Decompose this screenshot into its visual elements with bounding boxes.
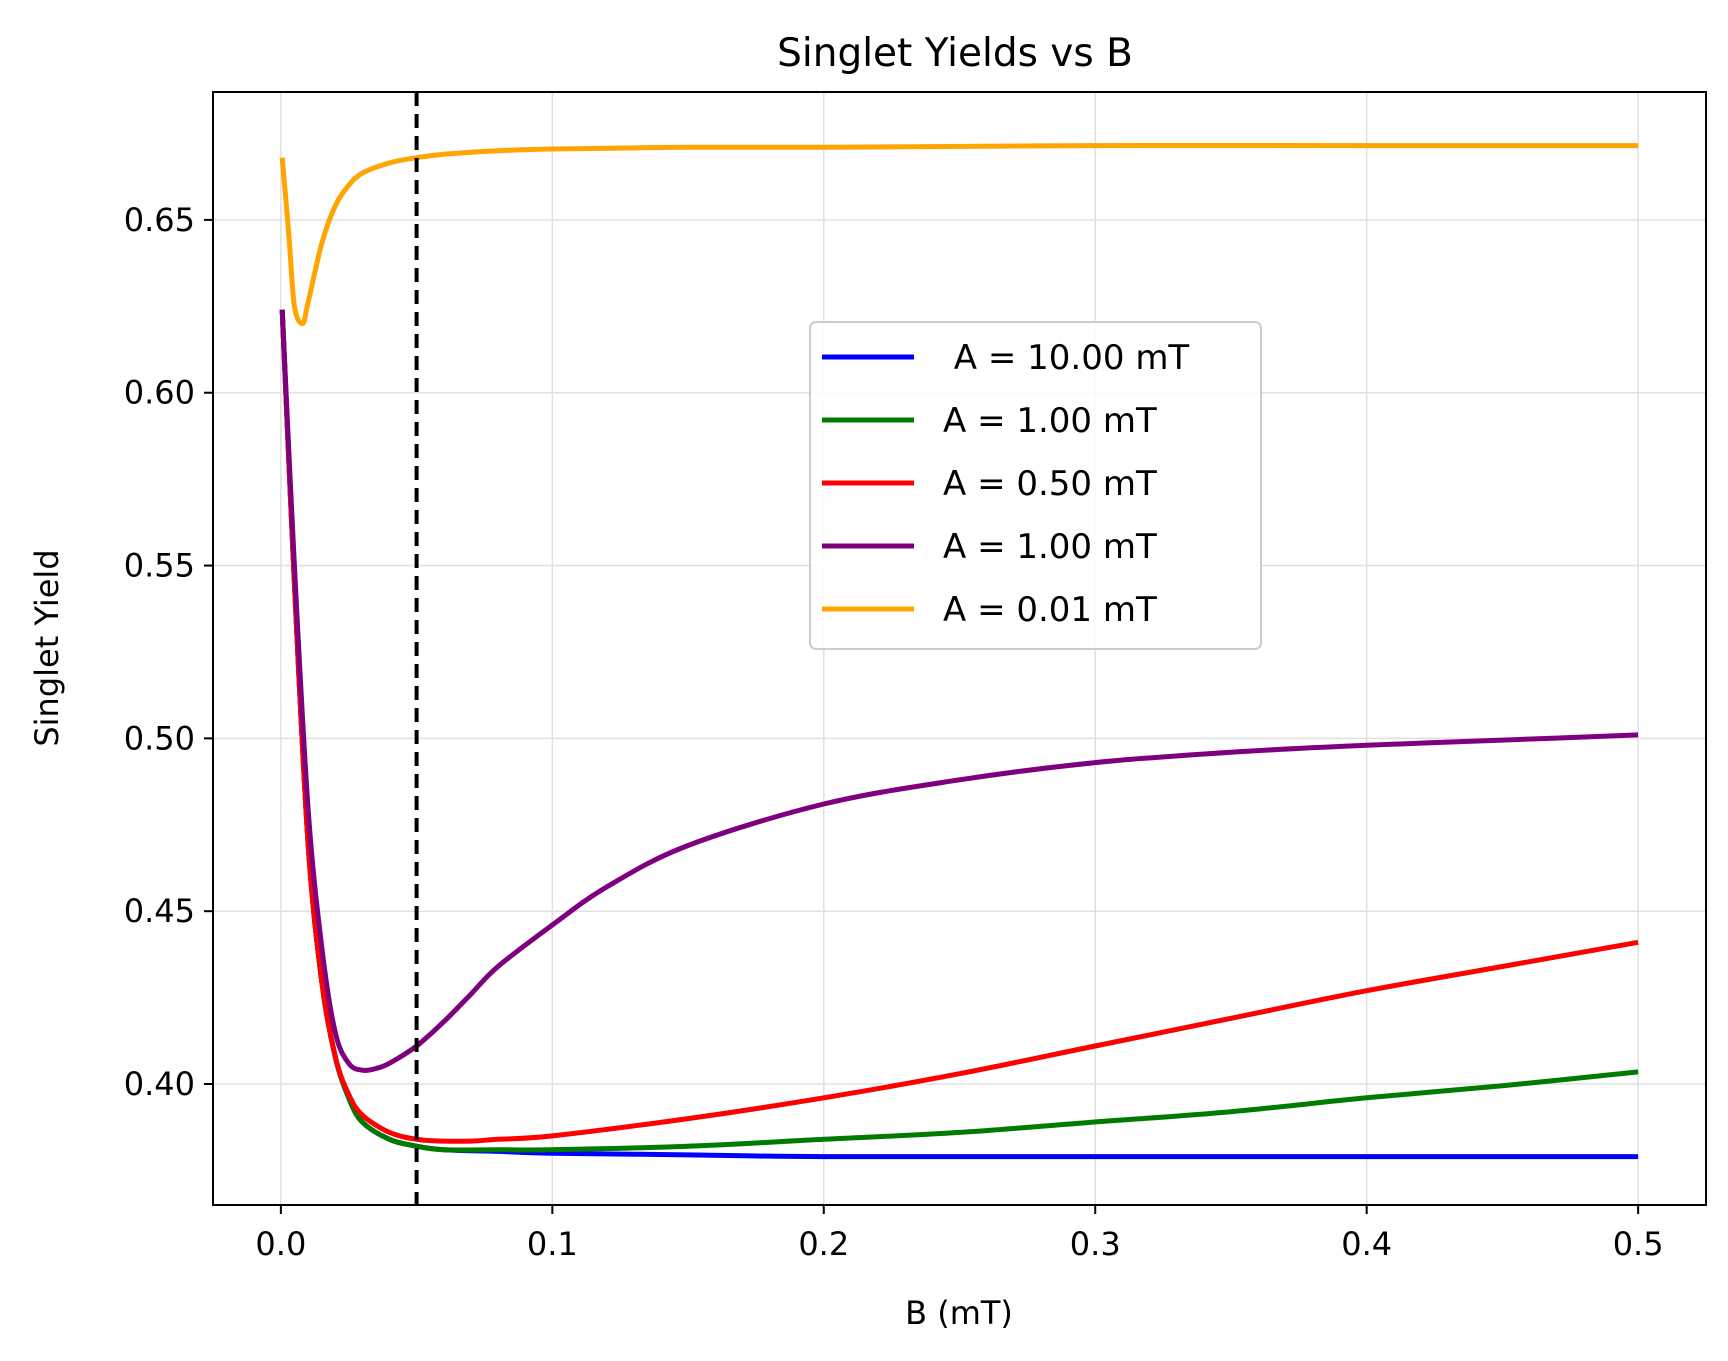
chart-title: Singlet Yields vs B	[777, 31, 1133, 76]
series-line-5	[279, 142, 1639, 327]
x-tick-label: 0.2	[798, 1225, 849, 1263]
legend-label-1: A = 10.00 mT	[943, 338, 1189, 378]
y-axis: 0.40 0.45 0.50 0.55 0.60 0.65	[124, 201, 213, 1103]
x-tick-label: 0.0	[255, 1225, 306, 1263]
y-tick-label: 0.60	[124, 374, 195, 412]
x-axis-title: B (mT)	[905, 1294, 1013, 1332]
x-tick-label: 0.3	[1070, 1225, 1121, 1263]
legend-frame	[809, 321, 1262, 650]
y-tick-label: 0.40	[124, 1065, 195, 1103]
x-tick-label: 0.1	[527, 1225, 578, 1263]
series-line-4	[279, 309, 1639, 1073]
y-tick-label: 0.65	[124, 201, 195, 239]
grid-layer	[213, 92, 1706, 1205]
y-tick-label: 0.55	[124, 547, 195, 585]
plot-layer	[279, 92, 1639, 1205]
legend-label-3: A = 0.50 mT	[943, 464, 1157, 504]
legend: A = 10.00 mT A = 1.00 mT A = 0.50 mT A = 1.…	[809, 321, 1262, 650]
y-axis-title: Singlet Yield	[28, 549, 66, 746]
series-line-3	[279, 309, 1639, 1144]
x-tick-label: 0.5	[1613, 1225, 1664, 1263]
y-tick-label: 0.45	[124, 892, 195, 930]
legend-label-5: A = 0.01 mT	[943, 590, 1157, 630]
x-tick-label: 0.4	[1341, 1225, 1392, 1263]
legend-label-2: A = 1.00 mT	[943, 401, 1157, 441]
y-tick-label: 0.50	[124, 719, 195, 757]
legend-label-4: A = 1.00 mT	[943, 527, 1157, 567]
plot-frame	[212, 91, 1707, 1206]
x-axis: 0.0 0.1 0.2 0.3 0.4 0.5	[255, 1205, 1664, 1263]
